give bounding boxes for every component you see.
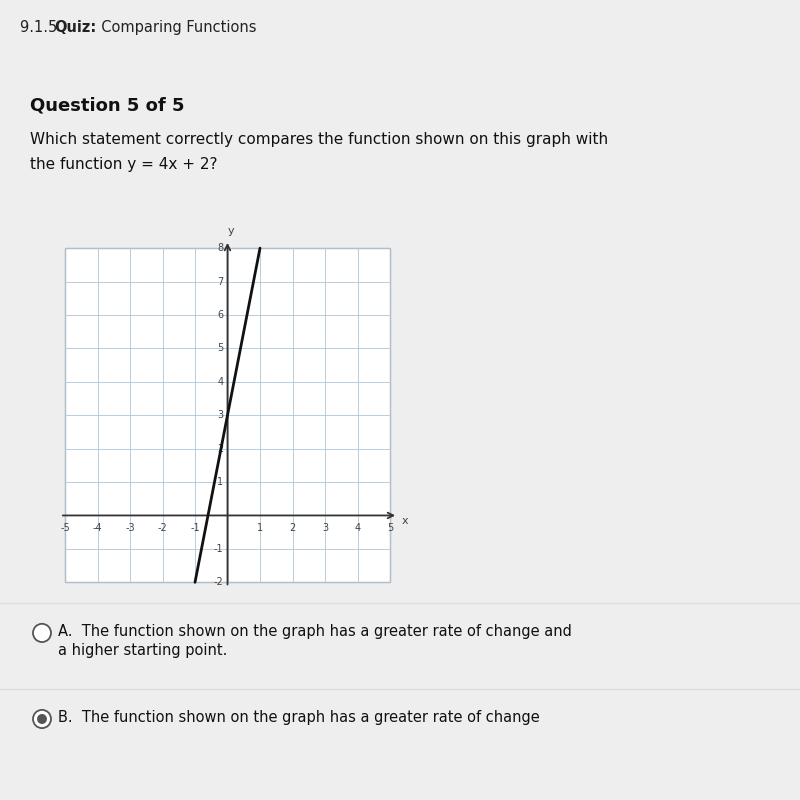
Text: 1: 1 [218, 477, 223, 487]
Text: 2: 2 [290, 522, 296, 533]
Text: -4: -4 [93, 522, 102, 533]
Bar [65, 248, 390, 582]
Text: 1: 1 [257, 522, 263, 533]
Text: the function y = 4x + 2?: the function y = 4x + 2? [30, 157, 218, 172]
Text: Quiz:: Quiz: [54, 20, 97, 34]
Text: -3: -3 [125, 522, 135, 533]
Text: -5: -5 [60, 522, 70, 533]
Text: 4: 4 [218, 377, 223, 386]
Text: Question 5 of 5: Question 5 of 5 [30, 96, 185, 114]
Text: a higher starting point.: a higher starting point. [58, 643, 227, 658]
Text: 7: 7 [218, 277, 223, 286]
Text: B.  The function shown on the graph has a greater rate of change: B. The function shown on the graph has a… [58, 710, 540, 725]
Circle shape [33, 624, 51, 642]
Text: Comparing Functions: Comparing Functions [92, 20, 257, 34]
Text: x: x [402, 515, 409, 526]
Circle shape [33, 710, 51, 728]
Text: -2: -2 [214, 578, 223, 587]
Text: 3: 3 [322, 522, 328, 533]
Text: Which statement correctly compares the function shown on this graph with: Which statement correctly compares the f… [30, 132, 608, 146]
Text: 4: 4 [354, 522, 361, 533]
Text: y: y [227, 226, 234, 236]
Text: -1: -1 [214, 544, 223, 554]
Text: 9.1.5: 9.1.5 [20, 20, 62, 34]
Circle shape [37, 714, 47, 724]
Text: -1: -1 [190, 522, 200, 533]
Text: 5: 5 [387, 522, 393, 533]
Text: A.  The function shown on the graph has a greater rate of change and: A. The function shown on the graph has a… [58, 624, 572, 639]
Text: 5: 5 [218, 343, 223, 354]
Text: -2: -2 [158, 522, 167, 533]
Text: 2: 2 [218, 444, 223, 454]
Text: 3: 3 [218, 410, 223, 420]
Text: 6: 6 [218, 310, 223, 320]
Text: 8: 8 [218, 243, 223, 253]
